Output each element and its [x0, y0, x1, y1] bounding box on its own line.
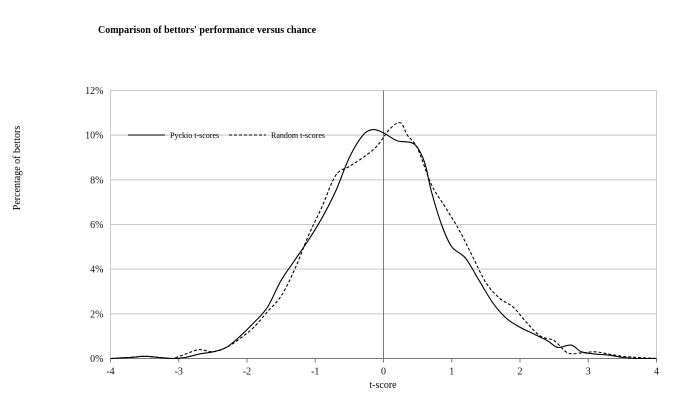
x-tick-label: -3 — [175, 367, 183, 378]
x-tick-label: 2 — [518, 367, 523, 378]
x-tick-label: 0 — [381, 367, 386, 378]
y-tick-label: 0% — [90, 354, 103, 365]
x-tick-label: -2 — [243, 367, 251, 378]
y-tick-label: 4% — [90, 265, 103, 276]
y-tick-label: 8% — [90, 175, 103, 186]
x-tick-label: -4 — [106, 367, 114, 378]
x-tick-label: 1 — [449, 367, 454, 378]
y-tick-label: 6% — [90, 220, 103, 231]
y-axis-label: Percentage of bettors — [12, 126, 23, 211]
series-lines — [110, 122, 657, 360]
legend-label: Random t-scores — [271, 131, 325, 140]
x-tick-label: 4 — [654, 367, 659, 378]
legend: Pyckio t-scores Random t-scores — [128, 131, 325, 140]
chart-title: Comparison of bettors' performance versu… — [98, 25, 317, 36]
gridlines — [110, 90, 657, 315]
y-tick-label: 2% — [90, 309, 103, 320]
series-line-random — [110, 122, 657, 360]
x-tick-label: 3 — [586, 367, 591, 378]
y-tick-label: 12% — [85, 86, 103, 97]
legend-label: Pyckio t-scores — [170, 131, 219, 140]
series-line-pyckio — [110, 128, 657, 360]
x-tick-label: -1 — [311, 367, 319, 378]
axes: 0% 2% 4% 6% 8% 10% 12% -4 -3 -2 -1 0 1 2 3 4 — [85, 86, 659, 378]
y-tick-label: 10% — [85, 131, 103, 142]
x-axis-label: t-score — [369, 380, 397, 391]
